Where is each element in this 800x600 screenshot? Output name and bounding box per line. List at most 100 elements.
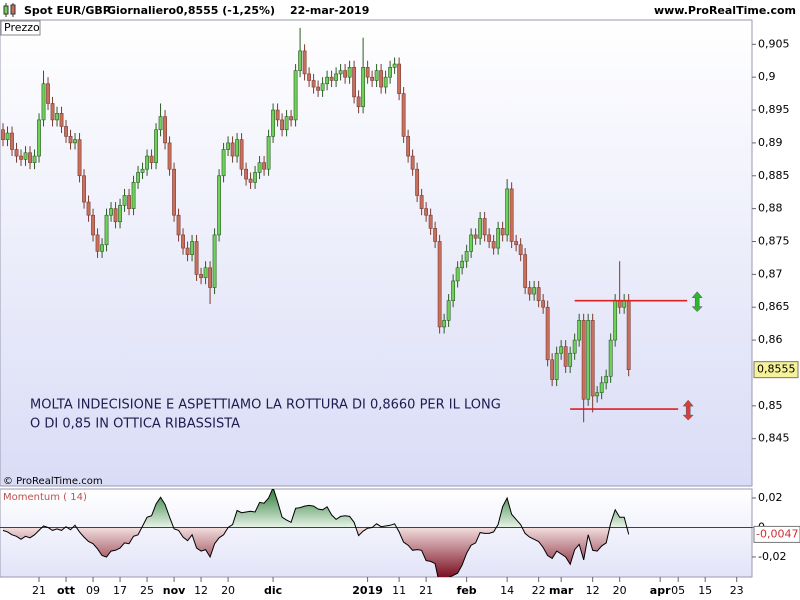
candle-body <box>365 67 370 78</box>
candle-body <box>208 267 212 288</box>
candle-body <box>545 306 550 361</box>
last-price-box <box>753 361 799 379</box>
candle-body <box>248 178 253 183</box>
candle-body <box>1 129 5 140</box>
candle-body <box>41 83 46 121</box>
y-tick-label: -0,02 <box>758 550 786 563</box>
candle-body <box>239 139 244 170</box>
candle-body <box>37 119 41 157</box>
candle-body <box>266 136 271 170</box>
candle-body <box>28 152 32 163</box>
candle-body <box>82 175 86 203</box>
candle-body <box>145 155 149 170</box>
candle-body <box>329 76 334 81</box>
candle-body <box>451 280 456 301</box>
candle-body <box>203 267 208 278</box>
candle-body <box>536 287 541 301</box>
candle-body <box>212 234 217 288</box>
candle-body <box>406 136 411 157</box>
candle-body <box>167 142 172 170</box>
x-tick-label: 14 <box>500 584 514 597</box>
candle-body <box>226 142 230 150</box>
y-tick-label: 0,89 <box>758 136 783 149</box>
momentum-title: Momentum ( 14) <box>3 492 87 503</box>
price-change: 0,8555 (-1,25%) <box>176 4 275 17</box>
candle-body <box>325 76 329 85</box>
candle-body <box>158 116 163 131</box>
candle-body <box>401 93 406 137</box>
candle-body <box>275 109 280 121</box>
candle-body <box>527 287 532 295</box>
candle-body <box>622 300 627 308</box>
candle-body <box>455 267 460 282</box>
candle-body <box>91 214 95 236</box>
candle-body <box>149 155 154 163</box>
y-tick-label: 0,86 <box>758 333 783 346</box>
candle-body <box>374 70 379 81</box>
candle-body <box>338 70 343 75</box>
x-tick-label: 17 <box>113 584 127 597</box>
candle-body <box>262 162 266 170</box>
y-tick-label: 0,02 <box>758 491 783 504</box>
candle-body <box>356 96 361 108</box>
candle-body <box>595 392 600 397</box>
candle-body <box>514 241 519 246</box>
candle-body <box>5 132 10 140</box>
candle-body <box>95 234 100 252</box>
y-tick-label: 0,895 <box>758 103 790 116</box>
level-arrow <box>691 291 703 313</box>
candle-body <box>491 241 496 249</box>
candle-body <box>523 254 528 288</box>
x-tick-label: 20 <box>221 584 235 597</box>
candle-body <box>469 234 474 252</box>
candle-body <box>302 50 307 75</box>
y-tick-label: 0,9 <box>758 70 776 83</box>
last-price-label: 0,8555 <box>757 363 796 376</box>
x-tick-label: feb <box>457 584 477 597</box>
candle-body <box>217 175 221 236</box>
x-tick-label: 11 <box>392 584 406 597</box>
candle-body <box>500 228 505 236</box>
candle-body <box>370 76 375 81</box>
candle-body <box>77 139 82 177</box>
candle-body <box>464 251 469 262</box>
x-tick-label: 22 <box>532 584 546 597</box>
candle-body <box>581 320 586 400</box>
momentum-panel <box>0 488 753 578</box>
candle-body <box>550 359 555 380</box>
candle-body <box>14 149 19 157</box>
last-value-box <box>753 525 800 543</box>
candle-body <box>379 70 384 88</box>
y-tick-label: 0,865 <box>758 300 790 313</box>
candle-body <box>122 195 127 206</box>
candle-body <box>284 116 289 131</box>
momentum-area <box>3 489 629 577</box>
y-tick-label: 0,905 <box>758 37 790 50</box>
candle-body <box>487 234 492 242</box>
candle-body <box>190 241 194 255</box>
candle-body <box>343 70 347 78</box>
candle-body <box>154 129 158 163</box>
x-tick-label: 21 <box>419 584 433 597</box>
x-tick-label: 15 <box>698 584 712 597</box>
y-tick-label: 0,875 <box>758 234 790 247</box>
panel-label: Prezzo <box>4 21 40 34</box>
y-tick-label: 0,87 <box>758 267 783 280</box>
candle-body <box>383 76 388 88</box>
x-tick-label: ott <box>57 584 75 597</box>
x-tick-label: apr <box>650 584 671 597</box>
candle-body <box>559 346 564 354</box>
chart-title: Spot EUR/GBP <box>24 4 111 17</box>
candle-body <box>311 80 316 88</box>
candle-body <box>388 67 393 78</box>
candle-body <box>419 195 424 209</box>
x-tick-label: 21 <box>32 584 46 597</box>
candle-body <box>140 168 145 173</box>
candle-body <box>577 320 582 341</box>
x-tick-label: 25 <box>140 584 154 597</box>
candle-body <box>361 67 366 108</box>
candle-body <box>221 149 226 177</box>
candle-body <box>554 352 559 380</box>
candle-body <box>599 382 604 393</box>
